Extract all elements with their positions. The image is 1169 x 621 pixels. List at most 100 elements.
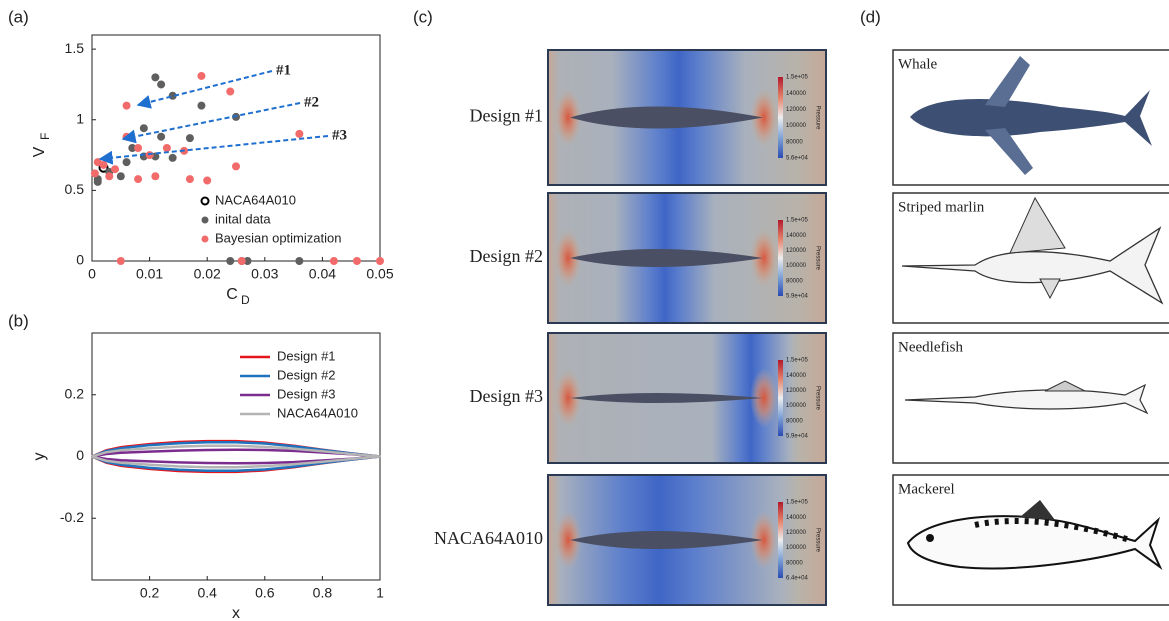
scatter-point xyxy=(295,129,304,138)
colorbar xyxy=(778,77,783,158)
colorbar-title: Pressure xyxy=(814,386,820,411)
panel-d: Whale Striped marlin Needlefish Mackerel xyxy=(892,49,1169,606)
y-tick-label: 0 xyxy=(76,447,84,463)
colorbar-label: 100000 xyxy=(786,403,807,409)
scatter-point xyxy=(128,144,137,152)
legend-label: Design #2 xyxy=(277,367,336,382)
legend-label: NACA64A010 xyxy=(277,405,358,420)
colorbar xyxy=(778,502,783,578)
scatter-point xyxy=(105,172,114,181)
scatter-point xyxy=(162,144,171,152)
annotation: #1 xyxy=(276,62,291,78)
colorbar-label: 140000 xyxy=(786,91,807,97)
scatter-point xyxy=(151,172,160,181)
colorbar-title: Pressure xyxy=(814,246,820,271)
scatter-point xyxy=(197,101,206,110)
scatter-point xyxy=(157,80,166,89)
scatter-point xyxy=(168,153,177,162)
panel-label: (b) xyxy=(8,311,29,330)
plot-frame xyxy=(91,332,381,581)
scatter-point xyxy=(232,162,240,171)
scatter-point xyxy=(134,144,143,152)
colorbar xyxy=(778,360,783,436)
colorbar-label: 80000 xyxy=(786,418,803,424)
x-tick-label: 0 xyxy=(88,266,96,282)
scatter-point xyxy=(99,160,108,169)
y-axis-label-sub: F xyxy=(38,133,52,140)
legend-marker xyxy=(200,196,210,206)
colorbar-label: 1.5e+05 xyxy=(786,358,809,364)
scatter-point xyxy=(203,176,212,185)
y-axis-label: y xyxy=(31,453,48,461)
colorbar-label: 100000 xyxy=(786,263,807,269)
scatter-point xyxy=(116,257,125,265)
stagnation xyxy=(750,87,778,148)
x-tick-label: 0.05 xyxy=(366,266,393,282)
scatter-point xyxy=(116,172,125,181)
scatter-point xyxy=(151,73,160,82)
colorbar-label: 5.9e+04 xyxy=(786,434,809,440)
legend-label: inital data xyxy=(215,211,271,226)
x-axis-label: C xyxy=(226,286,238,303)
animal-illustration xyxy=(904,380,1149,415)
colorbar-label: 80000 xyxy=(786,278,803,284)
scatter-point xyxy=(111,165,120,174)
airfoil xyxy=(570,531,763,549)
design-label: Design #2 xyxy=(470,246,544,266)
annotation: #2 xyxy=(304,94,319,110)
annotation-arrow xyxy=(121,102,301,144)
x-tick-label: 0.02 xyxy=(194,266,221,282)
stagnation xyxy=(554,87,582,148)
colorbar-label: 6.4e+04 xyxy=(786,576,809,582)
animal-label: Needlefish xyxy=(898,339,963,355)
y-tick-label: 0.2 xyxy=(65,385,85,401)
animal-illustration xyxy=(910,56,1152,175)
colorbar-title: Pressure xyxy=(814,528,820,553)
scatter-point xyxy=(145,151,154,160)
animal-illustration xyxy=(906,500,1163,571)
y-tick-label: -0.2 xyxy=(60,509,84,525)
design-label: NACA64A010 xyxy=(434,528,543,548)
annotation-arrow xyxy=(98,135,329,165)
x-tick-label: 0.01 xyxy=(136,266,163,282)
animal-illustration xyxy=(901,196,1164,305)
design-label: Design #1 xyxy=(470,106,544,126)
legend-label: Bayesian optimization xyxy=(215,230,341,245)
y-tick-label: 0.5 xyxy=(65,181,85,197)
scatter-point xyxy=(295,257,304,265)
colorbar-label: 1.5e+05 xyxy=(786,500,809,506)
design-label: Design #3 xyxy=(470,386,544,406)
scatter-point xyxy=(352,257,361,265)
x-tick-label: 0.2 xyxy=(140,585,160,601)
colorbar-label: 5.6e+04 xyxy=(786,156,809,162)
stagnation xyxy=(554,368,582,428)
x-tick-label: 0.8 xyxy=(313,585,333,601)
panel-c: Design #1 1.5e+05 140000 120000 100000 80000 5… xyxy=(434,49,827,606)
series-line xyxy=(91,444,381,469)
scatter-point xyxy=(197,71,206,80)
colorbar-label: 120000 xyxy=(786,388,807,394)
legend-label: Design #3 xyxy=(277,386,336,401)
scatter-point xyxy=(93,177,102,186)
y-axis-label: V xyxy=(31,146,48,157)
stagnation xyxy=(750,228,778,288)
x-tick-label: 1 xyxy=(376,585,384,601)
scatter-point xyxy=(226,87,235,96)
colorbar-label: 120000 xyxy=(786,530,807,536)
panel-label: (d) xyxy=(860,7,881,26)
stagnation xyxy=(750,368,778,428)
scatter-point xyxy=(185,175,194,184)
scatter-point xyxy=(376,257,384,265)
legend-label: NACA64A010 xyxy=(215,192,296,207)
x-tick-label: 0.4 xyxy=(197,585,217,601)
legend-marker xyxy=(201,216,209,224)
legend-label: Design #1 xyxy=(277,348,336,363)
colorbar-label: 80000 xyxy=(786,560,803,566)
scatter-point xyxy=(329,257,338,265)
colorbar-label: 1.5e+05 xyxy=(786,218,809,224)
colorbar xyxy=(778,220,783,296)
colorbar-label: 5.9e+04 xyxy=(786,294,809,300)
scatter-point xyxy=(90,169,99,178)
colorbar-label: 140000 xyxy=(786,373,807,379)
